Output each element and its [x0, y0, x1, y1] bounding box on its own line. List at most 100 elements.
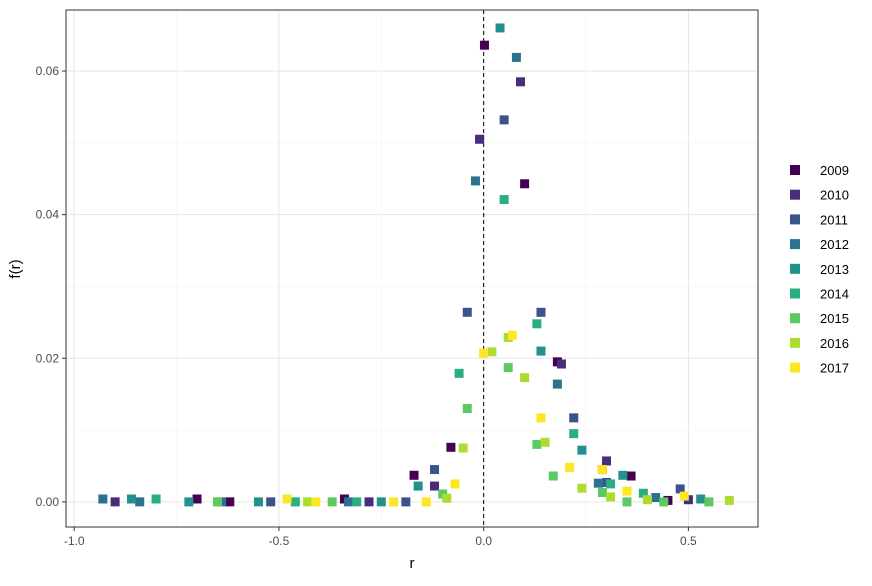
- data-point-2017: [479, 348, 489, 358]
- data-point-2017: [679, 491, 689, 501]
- data-point-2017: [282, 494, 292, 504]
- data-point-2014: [606, 479, 616, 489]
- data-point-2009: [626, 471, 636, 481]
- legend-swatch-2014: [790, 288, 800, 299]
- data-point-2013: [495, 23, 505, 33]
- y-axis-label: f(r): [7, 259, 24, 278]
- data-point-2016: [724, 495, 734, 505]
- data-point-2015: [462, 404, 472, 414]
- data-point-2012: [344, 497, 354, 507]
- data-point-2014: [638, 488, 648, 498]
- data-point-2013: [618, 470, 628, 480]
- legend-swatch-2016: [790, 337, 800, 348]
- data-point-2016: [487, 347, 497, 357]
- data-point-2015: [532, 439, 542, 449]
- data-point-2014: [151, 494, 161, 504]
- data-point-2009: [446, 442, 456, 452]
- x-tick-label: 0.5: [680, 534, 697, 548]
- legend-label-2017: 2017: [820, 361, 849, 376]
- data-point-2012: [593, 478, 603, 488]
- x-tick-label: 0.0: [475, 534, 492, 548]
- legend-swatch-2012: [790, 239, 800, 250]
- data-point-2011: [430, 465, 440, 475]
- data-point-2016: [642, 495, 652, 505]
- data-point-2013: [577, 445, 587, 455]
- data-point-2015: [659, 497, 669, 507]
- data-point-2009: [409, 470, 419, 480]
- data-point-2013: [413, 481, 423, 491]
- data-point-2012: [135, 497, 145, 507]
- data-point-2014: [290, 497, 300, 507]
- legend-label-2011: 2011: [820, 212, 848, 227]
- y-tick-label: 0.04: [36, 208, 60, 222]
- panel-background: [66, 10, 758, 527]
- data-point-2017: [389, 497, 399, 507]
- data-point-2009: [479, 40, 489, 50]
- legend-swatch-2015: [790, 313, 800, 324]
- data-point-2014: [454, 368, 464, 378]
- data-point-2017: [421, 497, 431, 507]
- data-point-2010: [556, 359, 566, 369]
- data-point-2010: [601, 456, 611, 466]
- legend-label-2016: 2016: [820, 336, 849, 351]
- legend-label-2010: 2010: [820, 188, 849, 203]
- data-point-2014: [569, 429, 579, 439]
- data-point-2010: [110, 497, 120, 507]
- legend: 2009 2010 2011 2012 2013 2014 2015 2016 2017: [790, 163, 849, 376]
- data-point-2012: [511, 52, 521, 62]
- data-point-2017: [450, 479, 460, 489]
- data-point-2017: [622, 486, 632, 496]
- x-axis: -1.0 -0.5 0.0 0.5: [64, 527, 697, 548]
- y-tick-label: 0.00: [36, 495, 60, 509]
- x-tick-label: -1.0: [64, 534, 85, 548]
- data-point-2011: [462, 307, 472, 317]
- data-point-2017: [536, 413, 546, 423]
- data-point-2009: [225, 497, 235, 507]
- data-point-2015: [548, 471, 558, 481]
- data-point-2010: [430, 481, 440, 491]
- data-point-2015: [704, 497, 714, 507]
- legend-swatch-2010: [790, 189, 800, 200]
- legend-label-2009: 2009: [820, 163, 849, 178]
- data-point-2017: [565, 462, 575, 472]
- legend-label-2013: 2013: [820, 262, 849, 277]
- grid: [66, 10, 758, 527]
- data-point-2017: [507, 330, 517, 340]
- data-points: [98, 23, 734, 507]
- legend-swatch-2013: [790, 263, 800, 274]
- data-point-2015: [597, 488, 607, 498]
- x-tick-label: -0.5: [269, 534, 290, 548]
- data-point-2013: [184, 497, 194, 507]
- legend-swatch-2017: [790, 362, 800, 373]
- data-point-2016: [520, 373, 530, 383]
- data-point-2009: [520, 179, 530, 189]
- data-point-2010: [516, 77, 526, 87]
- data-point-2014: [532, 319, 542, 329]
- data-point-2013: [536, 346, 546, 356]
- panel-border: [65, 9, 759, 528]
- data-point-2009: [192, 494, 202, 504]
- data-point-2010: [364, 497, 374, 507]
- data-point-2011: [266, 497, 276, 507]
- data-point-2014: [499, 195, 509, 205]
- data-point-2011: [569, 413, 579, 423]
- x-axis-label: r: [410, 555, 415, 572]
- data-point-2012: [651, 493, 661, 503]
- data-point-2017: [597, 465, 607, 475]
- data-point-2011: [536, 307, 546, 317]
- data-point-2015: [622, 497, 632, 507]
- legend-swatch-2011: [790, 214, 800, 225]
- legend-label-2012: 2012: [820, 237, 849, 252]
- data-point-2016: [577, 483, 587, 493]
- y-axis: 0.00 0.02 0.04 0.06: [36, 64, 66, 509]
- y-tick-label: 0.02: [36, 351, 60, 365]
- data-point-2016: [458, 443, 468, 453]
- data-point-2015: [327, 497, 337, 507]
- y-tick-label: 0.06: [36, 64, 60, 78]
- data-point-2012: [98, 494, 108, 504]
- data-point-2012: [552, 379, 562, 389]
- data-point-2017: [311, 497, 321, 507]
- data-point-2016: [540, 437, 550, 447]
